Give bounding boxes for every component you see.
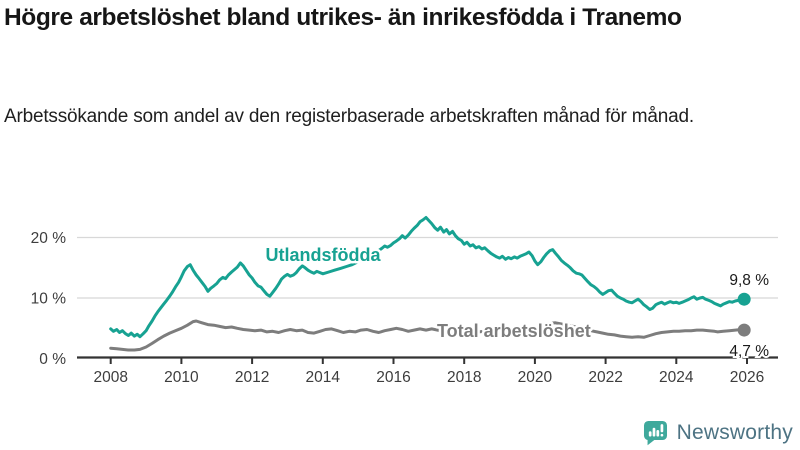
series-label-1: Total arbetslöshet xyxy=(437,321,591,341)
newsworthy-bubble-chart-icon xyxy=(643,420,667,446)
x-tick-label-2008: 2008 xyxy=(93,369,127,386)
x-tick-label-2012: 2012 xyxy=(235,369,269,386)
x-tick-label-2024: 2024 xyxy=(659,369,694,386)
chart-title: Högre arbetslöshet bland utrikes- än inr… xyxy=(4,4,682,31)
y-tick-label-10: 10 % xyxy=(31,291,67,308)
series-label-0: Utlandsfödda xyxy=(266,245,382,265)
chart-subtitle: Arbetssökande som andel av den registerb… xyxy=(4,106,694,127)
newsworthy-logo: Newsworthy xyxy=(642,419,793,446)
x-tick-label-2016: 2016 xyxy=(376,369,410,386)
series-end-dot-1 xyxy=(737,323,751,337)
series-line-1 xyxy=(109,319,746,352)
x-tick-label-2010: 2010 xyxy=(164,369,199,386)
x-tick-label-2026: 2026 xyxy=(730,369,764,386)
series-end-value-1: 4,7 % xyxy=(729,343,769,360)
x-tick-label-2018: 2018 xyxy=(447,369,481,386)
series-end-dot-0 xyxy=(737,292,751,306)
x-tick-label-2020: 2020 xyxy=(518,369,553,386)
y-tick-label-20: 20 % xyxy=(31,230,67,247)
x-tick-label-2022: 2022 xyxy=(588,369,622,386)
x-tick-label-2014: 2014 xyxy=(306,369,341,386)
series-end-value-0: 9,8 % xyxy=(729,272,769,289)
series-line-0 xyxy=(109,216,746,339)
newsworthy-wordmark: Newsworthy xyxy=(676,420,793,444)
y-tick-label-0: 0 % xyxy=(39,351,66,368)
